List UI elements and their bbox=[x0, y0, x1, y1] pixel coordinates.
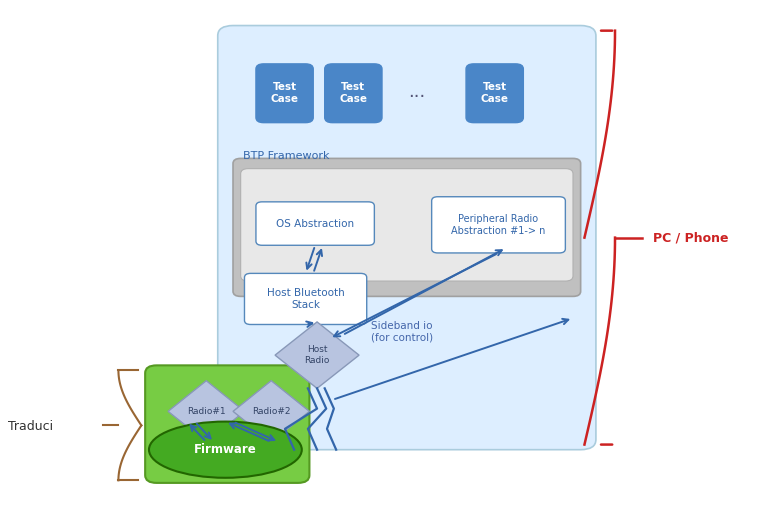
Text: Test
Case: Test Case bbox=[270, 82, 299, 104]
Text: Host Bluetooth
Stack: Host Bluetooth Stack bbox=[267, 288, 345, 310]
Text: Radio#1: Radio#1 bbox=[187, 407, 225, 416]
Text: BTP Framework: BTP Framework bbox=[243, 151, 329, 161]
FancyBboxPatch shape bbox=[432, 197, 565, 253]
Text: Test
Case: Test Case bbox=[481, 82, 509, 104]
Text: Firmware: Firmware bbox=[194, 443, 257, 456]
FancyBboxPatch shape bbox=[218, 26, 596, 450]
Text: Traduci: Traduci bbox=[8, 420, 53, 433]
Ellipse shape bbox=[149, 422, 302, 478]
Polygon shape bbox=[168, 381, 244, 442]
FancyBboxPatch shape bbox=[244, 273, 367, 324]
Text: ...: ... bbox=[408, 83, 425, 101]
FancyBboxPatch shape bbox=[145, 365, 309, 483]
FancyBboxPatch shape bbox=[466, 64, 523, 123]
Text: Sideband io
(for control): Sideband io (for control) bbox=[371, 321, 432, 343]
Text: Host
Radio: Host Radio bbox=[304, 345, 330, 365]
Text: OS Abstraction: OS Abstraction bbox=[276, 219, 354, 228]
Text: Peripheral Radio
Abstraction #1-> n: Peripheral Radio Abstraction #1-> n bbox=[452, 214, 545, 236]
FancyBboxPatch shape bbox=[256, 64, 313, 123]
FancyBboxPatch shape bbox=[241, 169, 573, 281]
FancyBboxPatch shape bbox=[256, 202, 374, 245]
FancyBboxPatch shape bbox=[233, 158, 581, 296]
Text: Test
Case: Test Case bbox=[339, 82, 367, 104]
Text: PC / Phone: PC / Phone bbox=[653, 231, 729, 244]
Polygon shape bbox=[233, 381, 309, 442]
Polygon shape bbox=[275, 322, 359, 388]
Text: Radio#2: Radio#2 bbox=[252, 407, 290, 416]
FancyBboxPatch shape bbox=[325, 64, 382, 123]
